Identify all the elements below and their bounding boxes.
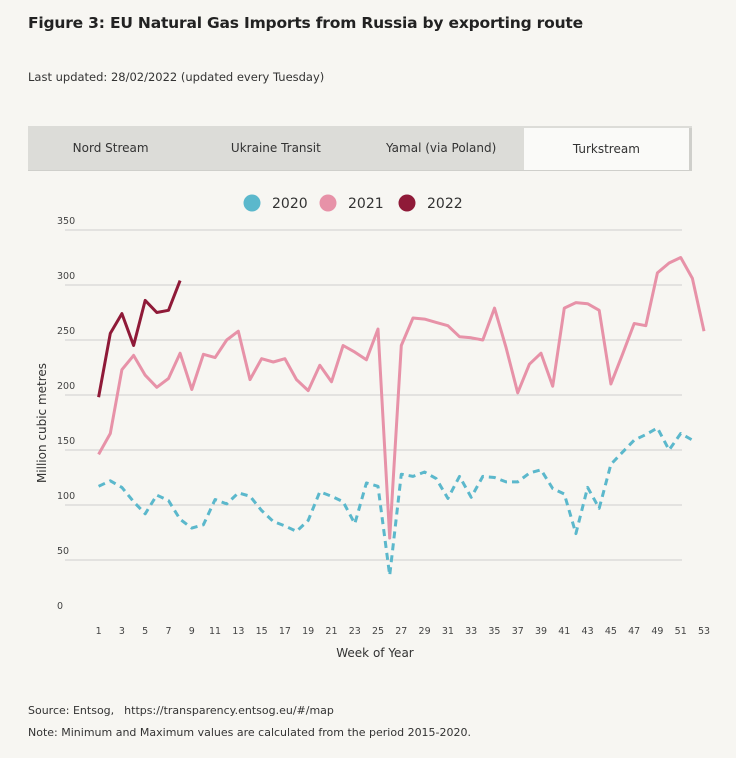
x-tick-label: 39 (535, 626, 547, 637)
x-tick-label: 51 (675, 626, 687, 637)
x-tick-label: 7 (165, 626, 171, 637)
legend-marker (243, 194, 261, 212)
tab-turkstream[interactable]: Turkstream (523, 128, 692, 170)
x-tick-label: 3 (119, 626, 125, 637)
x-tick-label: 17 (279, 626, 291, 637)
x-axis-label: Week of Year (336, 646, 414, 660)
y-tick-label: 0 (57, 601, 63, 612)
x-tick-label: 35 (488, 626, 500, 637)
y-tick-label: 300 (57, 271, 75, 282)
x-tick-label: 47 (628, 626, 640, 637)
tab-nord-stream[interactable]: Nord Stream (72, 141, 149, 155)
x-tick-label: 33 (465, 626, 477, 637)
x-tick-label: 13 (232, 626, 244, 637)
x-tick-label: 53 (698, 626, 710, 637)
x-tick-label: 25 (372, 626, 384, 637)
last-updated-text: Last updated: 28/02/2022 (updated every … (28, 70, 325, 84)
x-tick-label: 31 (442, 626, 454, 637)
legend-label: 2021 (348, 196, 384, 212)
note-text: Note: Minimum and Maximum values are cal… (28, 726, 472, 739)
x-tick-label: 11 (209, 626, 221, 637)
x-tick-label: 9 (189, 626, 195, 637)
x-tick-label: 21 (325, 626, 337, 637)
source-line: Source: Entsog, https://transparency.ents… (28, 704, 334, 717)
y-axis-label: Million cubic metres (35, 363, 49, 483)
x-tick-label: 37 (512, 626, 524, 637)
chart-area: 0 50 100 150 200 250 300 350 1 3 5 7 9 11 13 15 17 19 21 23… (0, 180, 736, 670)
y-tick-label: 150 (57, 436, 75, 447)
x-tick-label: 41 (558, 626, 570, 637)
legend-marker (398, 194, 416, 212)
y-tick-label: 200 (57, 381, 75, 392)
x-tick-label: 5 (142, 626, 148, 637)
x-tick-label: 19 (302, 626, 314, 637)
y-tick-label: 50 (57, 546, 69, 557)
route-tabs: Nord Stream Ukraine Transit Yamal (via P… (28, 126, 692, 171)
chart-title: Figure 3: EU Natural Gas Imports from Ru… (28, 14, 583, 32)
tab-yamal[interactable]: Yamal (via Poland) (386, 141, 497, 155)
x-tick-label: 49 (651, 626, 663, 637)
x-tick-label: 43 (582, 626, 594, 637)
series-line-2021 (97, 256, 706, 540)
x-tick-label: 27 (395, 626, 407, 637)
legend-label: 2022 (427, 196, 463, 212)
tab-ukraine-transit[interactable]: Ukraine Transit (230, 141, 321, 155)
x-tick-label: 45 (605, 626, 617, 637)
x-tick-label: 1 (96, 626, 102, 637)
source-label: Source: Entsog, (28, 704, 115, 717)
y-tick-label: 350 (57, 216, 75, 227)
x-tick-label: 23 (349, 626, 361, 637)
source-link[interactable]: https://transparency.entsog.eu/#/map (124, 704, 334, 717)
y-tick-label: 250 (57, 326, 75, 337)
legend-marker (319, 194, 337, 212)
legend-label: 2020 (272, 196, 308, 212)
y-tick-label: 100 (57, 491, 75, 502)
x-tick-label: 15 (256, 626, 268, 637)
x-tick-label: 29 (419, 626, 431, 637)
series-line-2022 (97, 280, 182, 398)
series-line-2020 (97, 426, 694, 577)
